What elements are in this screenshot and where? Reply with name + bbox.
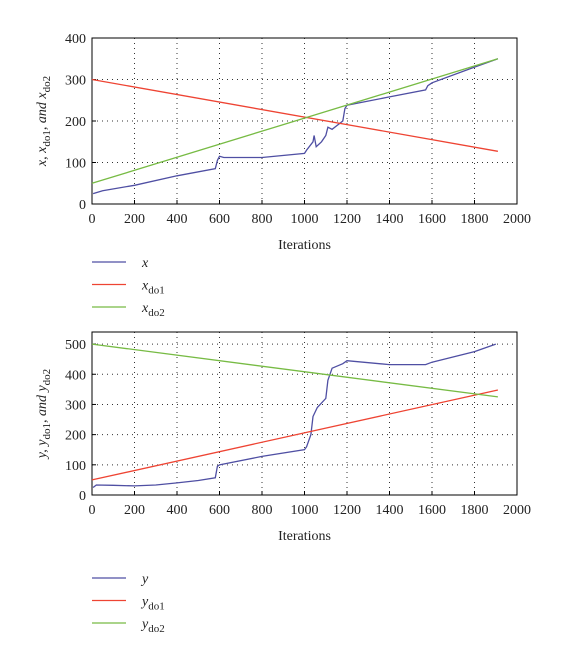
legend-subscript: do1 xyxy=(148,285,165,297)
plot-frame xyxy=(91,331,518,496)
x-tick-label: 1600 xyxy=(418,212,446,227)
legend-subscript: do2 xyxy=(148,307,165,319)
y-tick-label: 400 xyxy=(65,32,86,47)
y-tick-label: 200 xyxy=(65,429,86,444)
x-tick-label: 2000 xyxy=(503,503,531,518)
legend-name: x xyxy=(141,256,149,271)
plot-frame xyxy=(91,37,518,205)
x-tick-label: 1800 xyxy=(461,212,489,227)
legend-subscript: do1 xyxy=(148,601,165,613)
x-tick-label: 600 xyxy=(209,212,230,227)
x-tick-label: 200 xyxy=(124,212,145,227)
y-label-part: x, x xyxy=(35,146,50,167)
x-tick-label: 1600 xyxy=(418,503,446,518)
y-tick-label: 400 xyxy=(65,368,86,383)
legend-label: xdo1 xyxy=(141,279,165,297)
y-label-subscript: do1 xyxy=(41,423,53,440)
x-tick-label: 1800 xyxy=(461,503,489,518)
y-tick-label: 300 xyxy=(65,398,86,413)
x-tick-label: 1400 xyxy=(376,212,404,227)
x-tick-label: 0 xyxy=(89,212,96,227)
y-label-part: y, y xyxy=(35,439,50,460)
x-tick-label: 1400 xyxy=(376,503,404,518)
series-line xyxy=(91,389,499,481)
series-line xyxy=(91,58,499,184)
y-tick-label: 200 xyxy=(65,115,86,130)
x-tick-label: 0 xyxy=(89,503,96,518)
legend-name: y xyxy=(140,617,149,632)
y-axis-label: y, ydo1, and ydo2 xyxy=(35,369,53,460)
y-tick-label: 0 xyxy=(79,489,86,504)
legend-subscript: do2 xyxy=(148,623,165,635)
x-tick-label: 600 xyxy=(209,503,230,518)
y-tick-label: 500 xyxy=(65,338,86,353)
x-tick-label: 1200 xyxy=(333,503,361,518)
legend-name: x xyxy=(141,301,149,316)
y-tick-label: 0 xyxy=(79,198,86,213)
legend-name: y xyxy=(140,595,149,610)
legend-name: x xyxy=(141,279,149,294)
x-tick-label: 200 xyxy=(124,503,145,518)
x-axis-label: Iterations xyxy=(278,238,331,253)
x-tick-label: 800 xyxy=(252,503,273,518)
legend-label: y xyxy=(140,572,149,587)
y-label-subscript: do2 xyxy=(41,76,53,93)
legend-label: x xyxy=(141,256,149,271)
y-tick-label: 300 xyxy=(65,74,86,89)
x-axis-label: Iterations xyxy=(278,529,331,544)
y-tick-label: 100 xyxy=(65,459,86,474)
y-tick-label: 100 xyxy=(65,157,86,172)
x-tick-label: 400 xyxy=(167,503,188,518)
legend-label: ydo2 xyxy=(140,617,165,635)
y-label-part: , and x xyxy=(35,92,50,131)
x-tick-label: 1000 xyxy=(291,212,319,227)
x-tick-label: 1000 xyxy=(291,503,319,518)
y-label-subscript: do2 xyxy=(41,369,53,386)
legend-name: y xyxy=(140,572,149,587)
x-tick-label: 400 xyxy=(167,212,188,227)
series-line xyxy=(92,343,497,489)
x-tick-label: 2000 xyxy=(503,212,531,227)
x-tick-label: 1200 xyxy=(333,212,361,227)
y-label-part: , and y xyxy=(35,385,50,424)
legend-label: ydo1 xyxy=(140,595,165,613)
series-line xyxy=(91,78,499,152)
series-line xyxy=(91,343,498,398)
y-label-subscript: do1 xyxy=(41,130,53,147)
x-tick-label: 800 xyxy=(252,212,273,227)
y-axis-label: x, xdo1, and xdo2 xyxy=(35,76,53,167)
series-line xyxy=(92,58,499,195)
legend-label: xdo2 xyxy=(141,301,165,319)
